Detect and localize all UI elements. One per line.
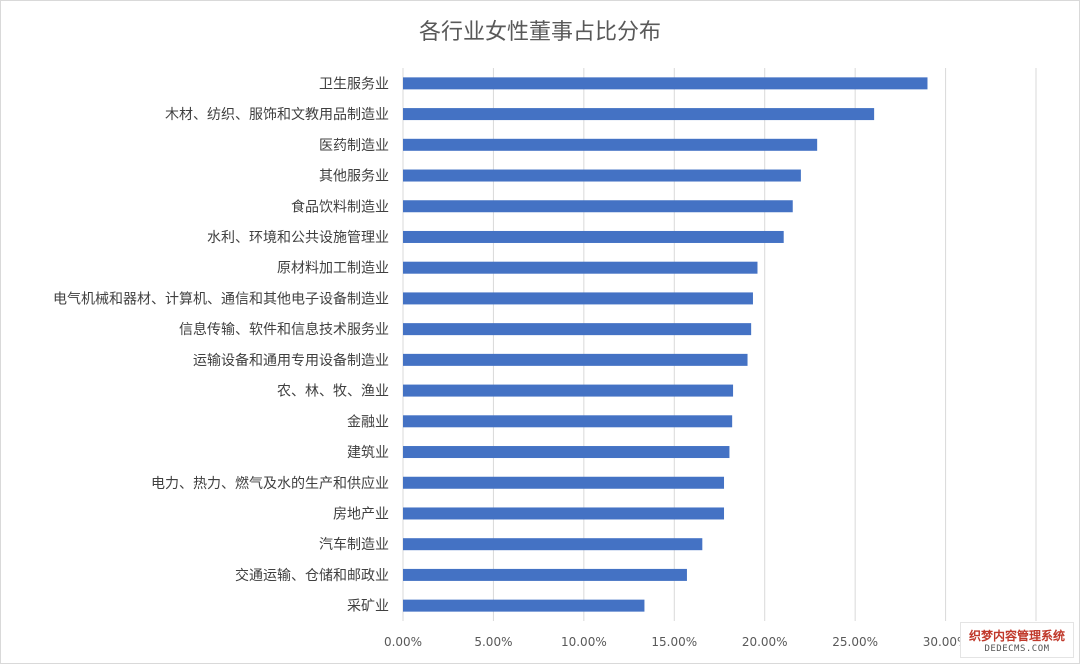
bar <box>403 230 784 243</box>
category-label: 信息传输、软件和信息技术服务业 <box>179 321 389 338</box>
bar <box>403 292 753 305</box>
bar <box>403 200 793 213</box>
category-label: 金融业 <box>347 414 389 430</box>
bar <box>403 507 725 520</box>
category-label: 交通运输、仓储和邮政业 <box>235 567 389 584</box>
bar <box>403 476 725 489</box>
x-tick-label: 25.00% <box>832 635 878 649</box>
category-label: 房地产业 <box>333 506 389 522</box>
category-label: 运输设备和通用专用设备制造业 <box>193 352 389 369</box>
category-label: 采矿业 <box>347 599 389 615</box>
category-label: 电气机械和器材、计算机、通信和其他电子设备制造业 <box>53 290 389 307</box>
category-label: 木材、纺织、服饰和文教用品制造业 <box>165 107 389 123</box>
bar <box>403 568 687 581</box>
bar <box>403 446 730 459</box>
bar <box>403 599 645 612</box>
watermark-logo: 织梦内容管理系统 DEDECMS.COM <box>960 622 1074 658</box>
bar <box>403 77 928 90</box>
watermark-text-cn: 织梦内容管理系统 <box>968 628 1065 643</box>
category-label: 其他服务业 <box>319 169 389 185</box>
bar <box>403 323 752 336</box>
category-label: 卫生服务业 <box>319 76 389 92</box>
category-label: 医药制造业 <box>319 138 389 154</box>
bar <box>403 169 801 182</box>
x-tick-label: 15.00% <box>651 635 697 649</box>
bar <box>403 384 734 397</box>
x-tick-label: 0.00% <box>384 635 422 649</box>
category-label: 食品饮料制造业 <box>291 198 389 215</box>
bar <box>403 138 818 151</box>
bar <box>403 415 733 428</box>
x-tick-label: 30.00% <box>923 635 969 649</box>
category-label: 电力、热力、燃气及水的生产和供应业 <box>151 475 389 492</box>
bar <box>403 261 758 274</box>
x-tick-label: 10.00% <box>561 635 607 649</box>
x-tick-label: 5.00% <box>474 635 512 649</box>
bar <box>403 353 748 366</box>
category-label: 水利、环境和公共设施管理业 <box>207 230 389 246</box>
category-label: 原材料加工制造业 <box>277 261 389 277</box>
bar <box>403 108 875 121</box>
watermark-text-en: DEDECMS.COM <box>984 643 1050 654</box>
category-label: 建筑业 <box>347 445 389 461</box>
chart-title: 各行业女性董事占比分布 <box>418 20 661 45</box>
category-label: 农、林、牧、渔业 <box>277 384 389 400</box>
x-tick-label: 20.00% <box>742 635 788 649</box>
category-label: 汽车制造业 <box>319 536 389 553</box>
bar <box>403 538 703 551</box>
